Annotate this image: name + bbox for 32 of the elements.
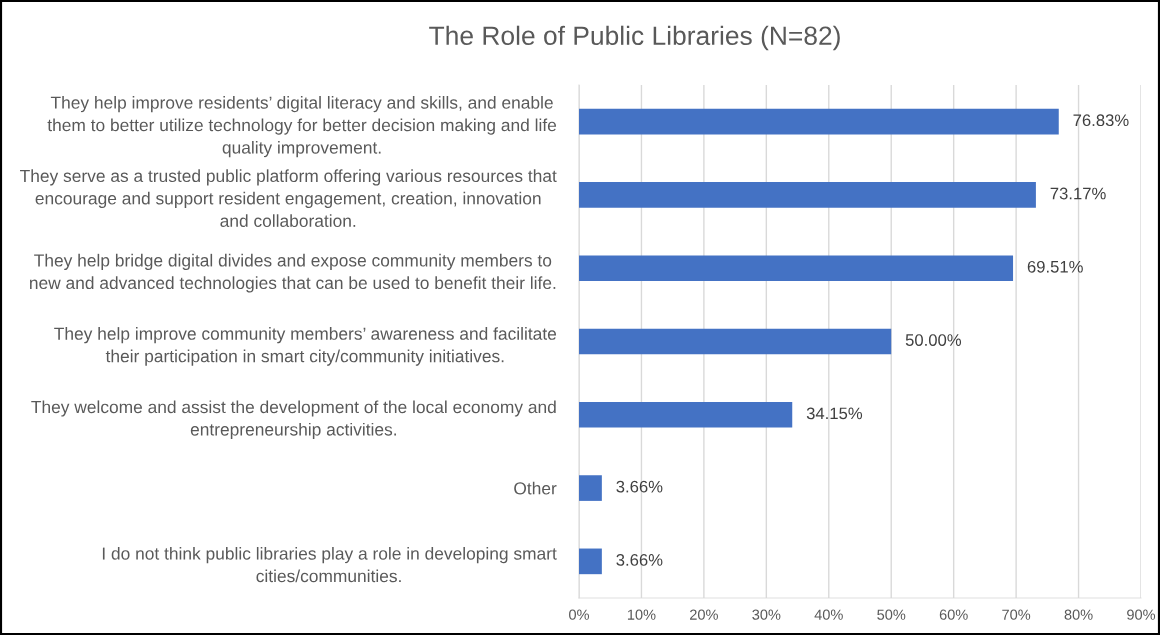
data-label: 3.66% — [616, 480, 663, 493]
bar — [579, 475, 602, 501]
x-tick-label: 10% — [627, 609, 656, 620]
x-tick-label: 30% — [752, 609, 781, 620]
x-tick-label: 20% — [690, 609, 718, 620]
bar — [579, 328, 892, 355]
bar — [579, 255, 1014, 282]
y-tick-label: Other — [514, 481, 557, 495]
data-label: 76.83% — [1073, 114, 1129, 127]
data-label: 69.51% — [1027, 260, 1083, 273]
y-tick-label: I do not think public libraries play a role in developing smart cities/communities. — [102, 546, 557, 583]
y-tick-label: They welcome and assist the development of the local economy and entrepreneurship activities. — [31, 400, 556, 440]
x-tick-label: 60% — [939, 609, 968, 620]
x-tick-label: 0% — [569, 609, 590, 620]
bar — [579, 108, 1059, 135]
x-tick-label: 90% — [1127, 609, 1156, 620]
data-label: 34.15% — [806, 407, 863, 420]
x-tick-label: 40% — [814, 609, 843, 620]
x-tick-label: 50% — [877, 609, 906, 620]
y-tick-label: They serve as a trusted public platform offering various resources that encourage and support resident engagement, creation, innovation and collaboration. — [20, 169, 557, 228]
bar — [579, 548, 602, 575]
bar — [579, 182, 1036, 208]
x-tick-label: 80% — [1064, 609, 1093, 620]
data-label: 73.17% — [1050, 187, 1106, 200]
bar — [579, 401, 793, 428]
y-tick-label: They help bridge digital divides and expose community members to new and advanced technologies that can be used to benefit their life. — [30, 253, 556, 293]
y-tick-label: They help improve community members’ awareness and facilitate their participation in smart city/community initiatives. — [54, 327, 557, 366]
y-tick-label: They help improve residents’ digital literacy and skills, and enable them to better utilize technology for better decision making and life quality improvement. — [47, 96, 557, 158]
chart-title: The Role of Public Libraries (N=82) — [429, 25, 840, 51]
data-label: 3.66% — [616, 554, 663, 566]
data-label: 50.00% — [905, 334, 962, 346]
x-tick-label: 70% — [1002, 609, 1031, 620]
